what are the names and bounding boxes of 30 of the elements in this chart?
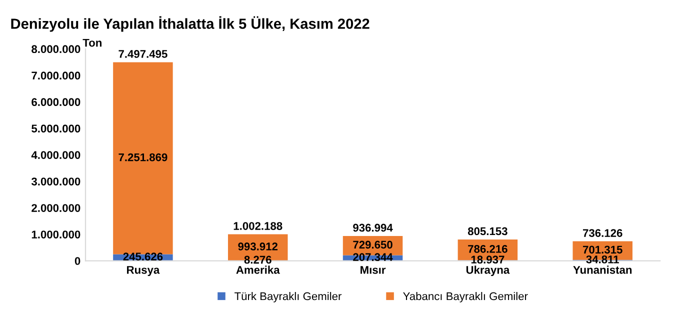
- y-tick-label: 2.000.000: [32, 204, 80, 212]
- total-label: 736.126: [583, 229, 622, 237]
- y-tick-label: 5.000.000: [32, 124, 80, 132]
- data-label: 729.650: [353, 240, 392, 249]
- y-tick-label: 3.000.000: [31, 178, 80, 186]
- y-tick-label: 8.000.000: [32, 45, 80, 54]
- y-tick-label: 0: [74, 257, 80, 265]
- total-label: 805.153: [468, 227, 508, 236]
- legend-label: Yabancı Bayraklı Gemiler: [403, 292, 528, 302]
- x-tick-label: Yunanistan: [573, 266, 632, 274]
- data-label: 207.344: [353, 253, 393, 262]
- total-label: 1.002.188: [234, 222, 282, 230]
- y-tick-label: 7.000.000: [32, 72, 80, 80]
- data-label: 701.315: [583, 246, 622, 254]
- x-tick-label: Rusya: [127, 266, 160, 276]
- data-label: 245.626: [123, 252, 163, 261]
- data-label: 993.912: [238, 242, 278, 250]
- chart-title: Denizyolu ile Yapılan İthalatta İlk 5 Ülke, Kasım 2022: [11, 16, 370, 32]
- x-tick-label: Amerika: [236, 266, 280, 274]
- data-label: 7.251.869: [118, 153, 168, 162]
- x-tick-label: Mısır: [360, 266, 386, 274]
- y-tick-label: 6.000.000: [32, 98, 80, 106]
- data-label: 786.216: [468, 245, 508, 253]
- y-axis-title: Ton: [82, 38, 102, 47]
- y-tick-label: 4.000.000: [31, 151, 80, 159]
- legend-label: Türk Bayraklı Gemiler: [234, 292, 342, 302]
- total-label: 7.497.495: [118, 50, 168, 58]
- total-label: 936.994: [353, 224, 393, 232]
- x-tick-label: Ukrayna: [466, 266, 510, 276]
- y-tick-label: 1.000.000: [32, 230, 80, 238]
